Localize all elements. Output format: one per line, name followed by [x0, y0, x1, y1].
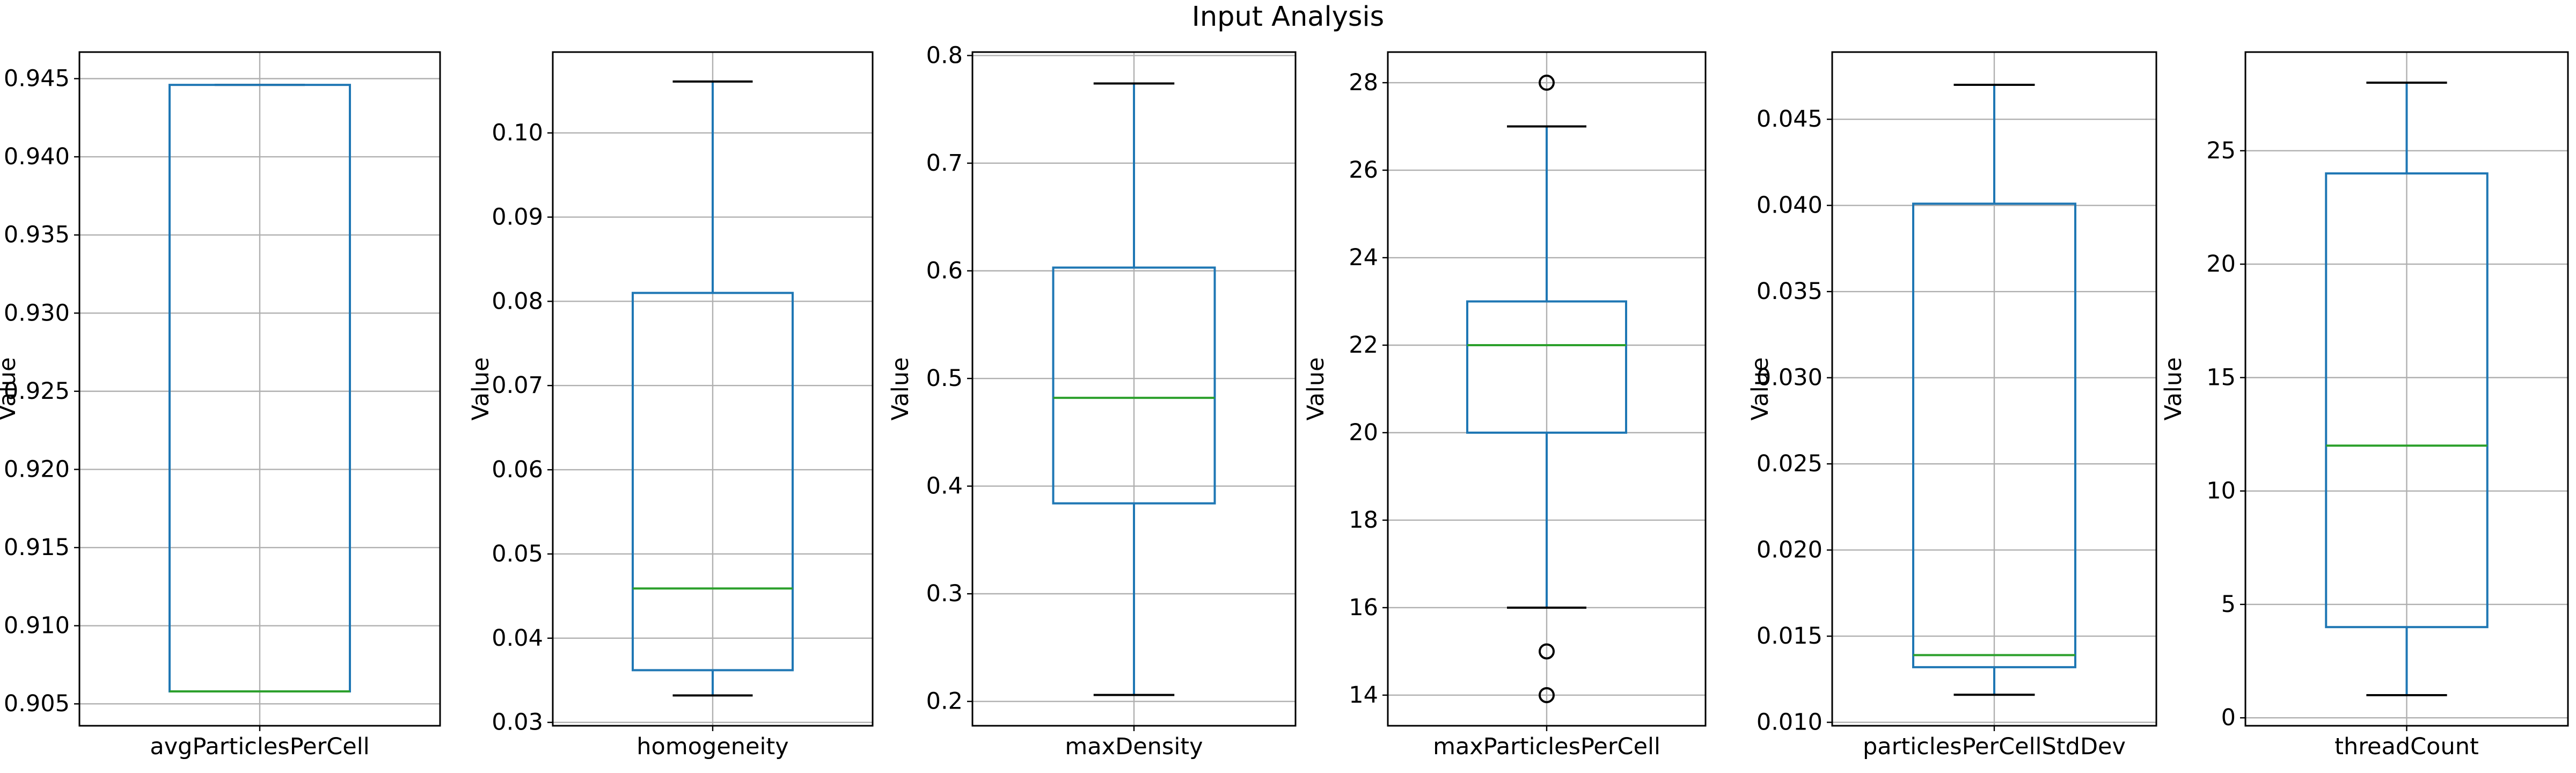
y-tick-label: 15	[2206, 364, 2236, 391]
iqr-box	[1912, 202, 2076, 668]
y-tick-label: 0.025	[1757, 450, 1823, 477]
y-tick-label: 18	[1349, 507, 1378, 534]
y-tick-label: 25	[2206, 137, 2236, 164]
subplot-thread-count: 0 5 10 15 20 25 threadCount Value	[2160, 51, 2569, 760]
y-tick-label: 0.03	[492, 709, 543, 736]
iqr-box	[2325, 172, 2489, 629]
y-tick-label: 0.920	[4, 456, 70, 483]
outlier-point	[1539, 75, 1555, 91]
x-tick-label: threadCount	[2334, 733, 2479, 760]
outlier-point	[1539, 687, 1555, 703]
y-tick-label: 24	[1349, 244, 1378, 271]
y-tick-label: 10	[2206, 478, 2236, 505]
x-tick-label: maxDensity	[1065, 733, 1203, 760]
y-tick-label: 0.940	[4, 143, 70, 170]
subplot-max-density: 0.2 0.3 0.4 0.5 0.6 0.7 0.8 maxDensity Value	[887, 42, 1297, 760]
outlier-point	[1539, 643, 1555, 660]
y-tick-label: 0.07	[492, 372, 543, 399]
y-tick-label: 0.05	[492, 541, 543, 567]
y-tick-label: 0.015	[1757, 623, 1823, 650]
subplot-avg-particles-per-cell: 0.905 0.910 0.915 0.920 0.925 0.930 0.935 0.940…	[0, 51, 441, 760]
y-tick-label: 0.8	[926, 42, 963, 69]
y-tick-label: 0	[2221, 704, 2236, 731]
x-tick-label: particlesPerCellStdDev	[1863, 733, 2126, 760]
y-tick-label: 0.910	[4, 612, 70, 639]
y-tick-label: 20	[1349, 419, 1378, 446]
subplots: 0.905 0.910 0.915 0.920 0.925 0.930 0.935 0.940…	[0, 42, 2569, 760]
y-tick-label: 0.045	[1757, 106, 1823, 133]
figure-title: Input Analysis	[1192, 1, 1384, 33]
y-axis-label: Value	[467, 357, 494, 420]
y-tick-label: 20	[2206, 251, 2236, 278]
subplot-particles-per-cell-std-dev: 0.010 0.015 0.020 0.025 0.030 0.035 0.040 0.045…	[1747, 51, 2157, 760]
y-tick-label: 0.020	[1757, 537, 1823, 564]
y-tick-label: 5	[2221, 591, 2236, 618]
y-tick-label: 0.2	[926, 688, 963, 715]
subplot-homogeneity: 0.03 0.04 0.05 0.06 0.07 0.08 0.09 0.10 homogene…	[467, 51, 874, 760]
y-tick-label: 0.06	[492, 456, 543, 483]
y-tick-label: 0.030	[1757, 364, 1823, 391]
y-tick-label: 0.905	[4, 690, 70, 717]
y-tick-label: 0.010	[1757, 709, 1823, 736]
y-tick-label: 0.945	[4, 65, 70, 92]
y-tick-label: 28	[1349, 69, 1378, 96]
y-tick-label: 0.7	[926, 150, 963, 177]
x-tick-label: homogeneity	[636, 733, 788, 760]
y-tick-label: 0.935	[4, 222, 70, 249]
y-axis-label: Value	[887, 357, 914, 420]
y-tick-label: 0.10	[492, 120, 543, 147]
y-tick-label: 0.3	[926, 580, 963, 607]
x-tick-label: avgParticlesPerCell	[150, 733, 369, 760]
y-tick-label: 26	[1349, 157, 1378, 184]
y-axis-label: Value	[0, 357, 21, 420]
y-tick-label: 0.6	[926, 258, 963, 285]
x-tick-label: maxParticlesPerCell	[1433, 733, 1660, 760]
y-tick-label: 0.925	[4, 378, 70, 405]
y-axis-label: Value	[1747, 357, 1774, 420]
y-tick-label: 14	[1349, 682, 1378, 709]
y-tick-label: 16	[1349, 594, 1378, 621]
y-tick-label: 0.08	[492, 288, 543, 315]
y-tick-label: 0.09	[492, 203, 543, 230]
y-tick-label: 0.4	[926, 473, 963, 500]
y-axis-label: Value	[1302, 357, 1329, 420]
iqr-box	[1466, 300, 1627, 434]
y-tick-label: 0.035	[1757, 278, 1823, 305]
y-tick-label: 22	[1349, 332, 1378, 359]
y-tick-label: 0.930	[4, 300, 70, 326]
y-tick-label: 0.915	[4, 534, 70, 561]
y-tick-label: 0.04	[492, 625, 543, 652]
y-tick-label: 0.040	[1757, 192, 1823, 219]
y-tick-label: 0.5	[926, 365, 963, 392]
subplot-max-particles-per-cell: 14 16 18 20 22 24 26 28 maxParticlesPerCell Value	[1302, 51, 1707, 760]
iqr-box	[632, 291, 794, 672]
iqr-box	[1052, 266, 1216, 505]
y-axis-label: Value	[2160, 357, 2187, 420]
